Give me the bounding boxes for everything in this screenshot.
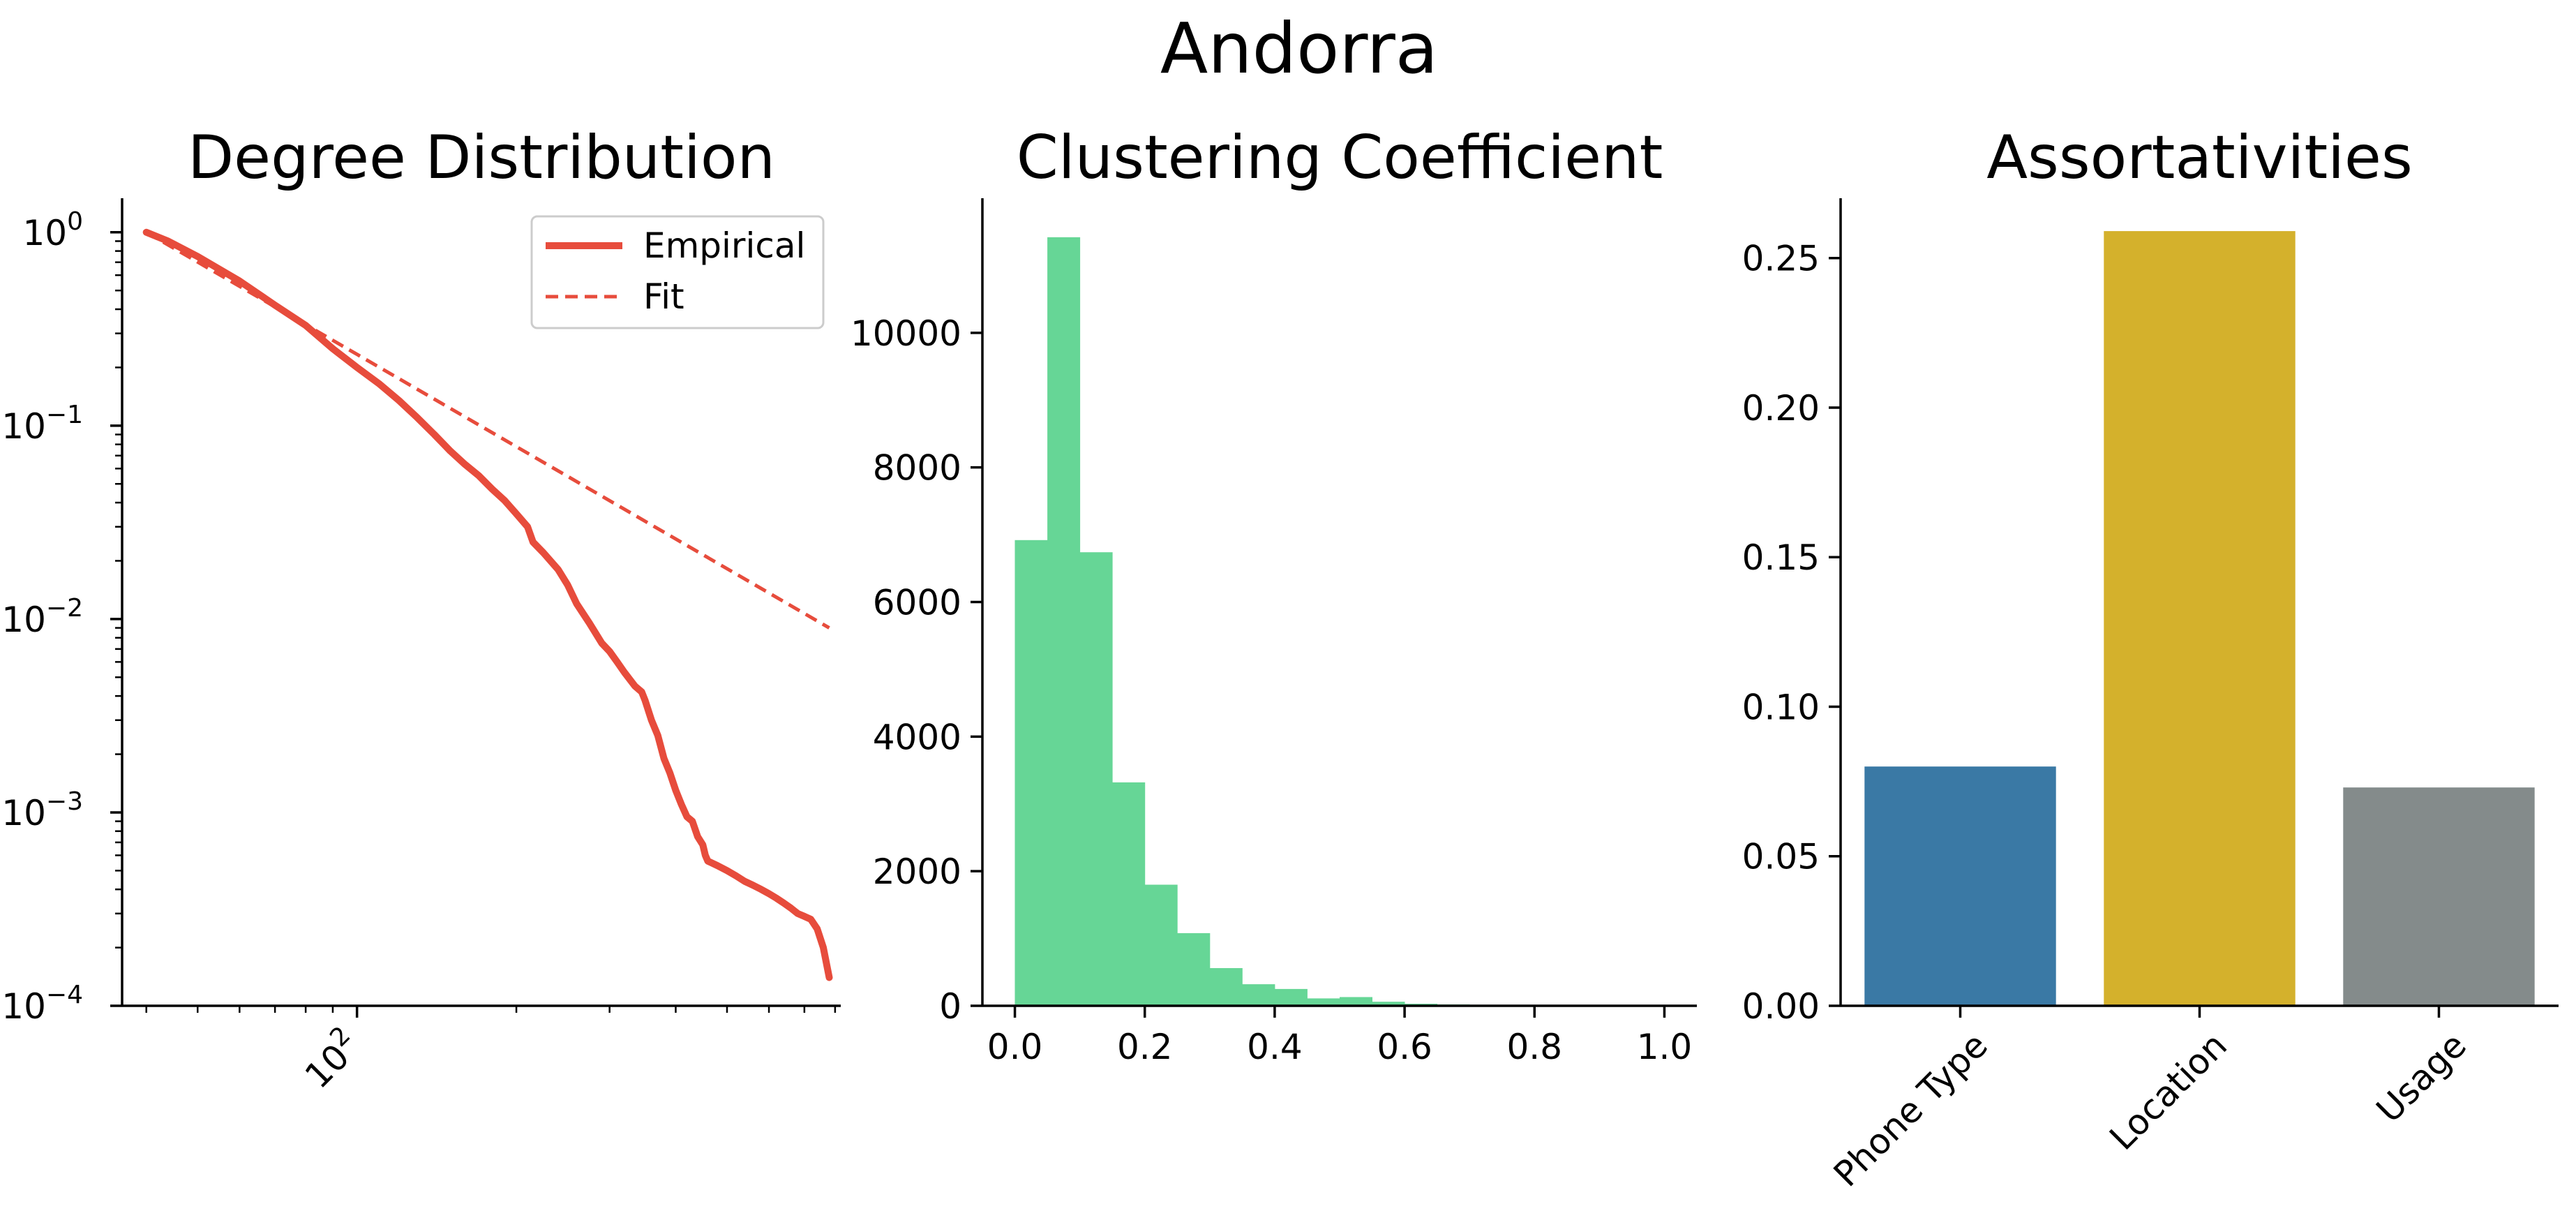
histogram-bar: [1047, 237, 1081, 1006]
y-tick-label: 0: [939, 986, 961, 1027]
y-tick-label: 100: [22, 207, 83, 253]
panel-title: Assortativities: [1986, 123, 2413, 193]
histogram-bar: [1340, 997, 1372, 1006]
y-tick-label: 10−1: [1, 401, 83, 447]
x-tick-label: 0.4: [1247, 1027, 1303, 1067]
histogram-bar: [1014, 540, 1048, 1006]
bar-location: [2104, 231, 2296, 1006]
histogram-bar: [1144, 884, 1178, 1006]
x-tick-label-phone-type: Phone Type: [1826, 1025, 1995, 1194]
empirical-series-line: [142, 228, 833, 981]
y-tick-label: 10−2: [1, 594, 83, 640]
figure-title: Andorra: [1160, 8, 1438, 89]
x-tick-label: 0.0: [987, 1027, 1043, 1067]
histogram-bar: [1177, 933, 1211, 1006]
x-tick-label-location: Location: [2102, 1025, 2235, 1158]
histogram-bar: [1274, 988, 1308, 1006]
x-tick-label-usage: Usage: [2369, 1025, 2474, 1130]
clustering-coefficient-panel: Clustering Coefficient 0 2000 4000 6000 8000 1…: [851, 123, 1697, 1067]
y-tick-label: 0.00: [1742, 986, 1820, 1027]
bar-phone-type: [1864, 766, 2056, 1006]
y-tick-label: 6000: [873, 583, 961, 623]
y-tick-label: 10−3: [1, 787, 83, 833]
y-tick-label: 8000: [873, 448, 961, 489]
histogram-bar: [1307, 998, 1340, 1006]
x-tick-label: 0.2: [1117, 1027, 1173, 1067]
fit-series-line: [145, 230, 830, 630]
x-tick-label: 0.8: [1507, 1027, 1563, 1067]
histogram-bar: [1079, 552, 1113, 1006]
legend-label-empirical: Empirical: [643, 225, 805, 266]
x-tick-label: 102: [293, 1021, 368, 1097]
histogram-bar: [1112, 782, 1146, 1006]
degree-distribution-panel: Degree Distribution 100 10−1 10−2 10−3 10−4 10…: [1, 123, 841, 1097]
histogram-bar: [1372, 1002, 1405, 1006]
y-tick-label: 0.25: [1742, 239, 1820, 279]
y-tick-label: 2000: [873, 852, 961, 892]
panel-title: Degree Distribution: [188, 123, 775, 193]
histogram-bar: [1242, 984, 1275, 1006]
panel-title: Clustering Coefficient: [1017, 123, 1663, 193]
x-tick-label: 0.6: [1377, 1027, 1432, 1067]
assortativities-panel: Assortativities 0.00 0.05 0.10 0.15 0.20 0.25 P…: [1742, 123, 2559, 1194]
x-tick-label: 1.0: [1637, 1027, 1693, 1067]
y-tick-label: 0.15: [1742, 537, 1820, 578]
histogram-bar: [1209, 968, 1243, 1006]
bar-usage: [2343, 787, 2535, 1006]
y-tick-label: 10000: [851, 313, 961, 354]
y-tick-label: 4000: [873, 717, 961, 757]
y-tick-label: 0.20: [1742, 388, 1820, 429]
y-tick-label: 0.05: [1742, 837, 1820, 877]
legend: Empirical Fit: [530, 215, 825, 329]
y-tick-label: 10−4: [1, 981, 83, 1027]
y-tick-label: 0.10: [1742, 687, 1820, 727]
legend-label-fit: Fit: [643, 276, 684, 317]
